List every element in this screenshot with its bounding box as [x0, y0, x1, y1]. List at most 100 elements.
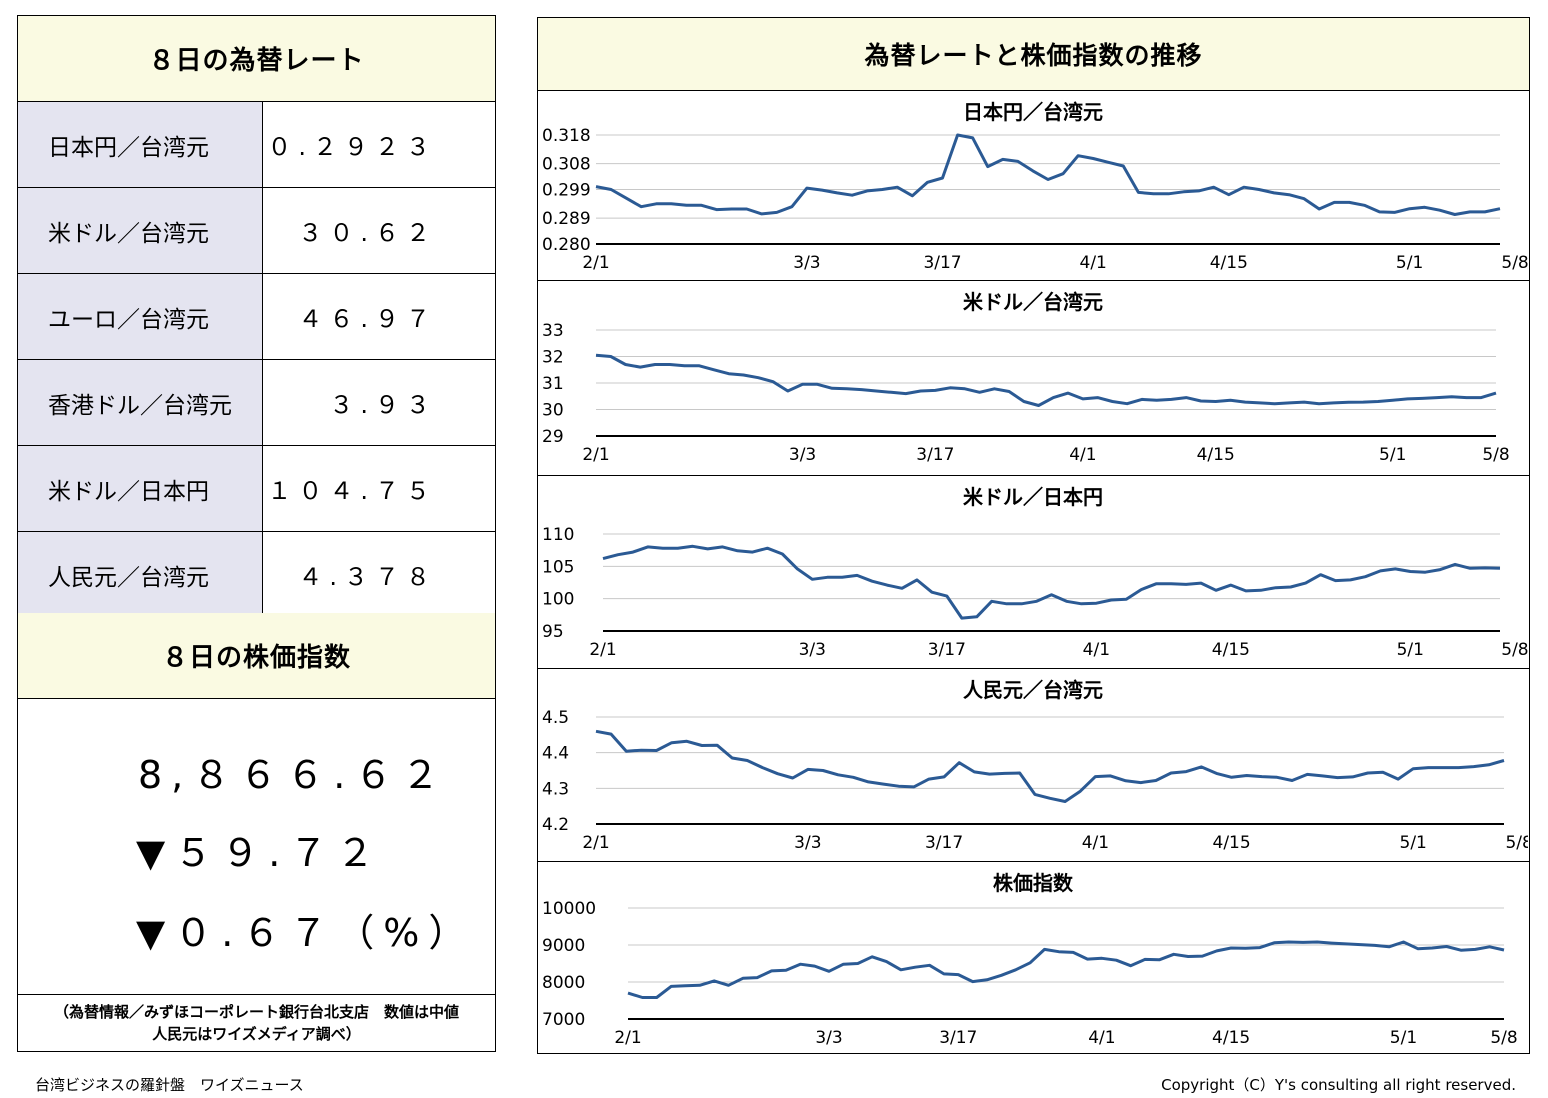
x-tick-label: 5/1	[1396, 253, 1423, 273]
y-tick-label: 105	[542, 557, 574, 577]
chart-svg: 人民元／台湾元 4.5 4.4 4.3 4.2 2/1 3/3 3/17 4/1 4/15 5/1 5…	[542, 678, 1528, 853]
rate-label: ユーロ／台湾元	[18, 273, 263, 360]
x-tick-label: 5/8	[1490, 1028, 1517, 1048]
rate-value: ０.２９２３	[262, 102, 495, 188]
stock-index-value: 8,８６６.６２	[138, 753, 449, 797]
x-tick-label: 2/1	[614, 1028, 641, 1048]
rate-value: ４.３７８	[262, 531, 495, 618]
charts-panel: 為替レートと株価指数の推移 日本円／台湾元 0.318 0.308 0.299 0.28…	[537, 17, 1530, 1054]
x-tick-label: 3/17	[939, 1028, 977, 1048]
chart-svg: 株価指数 10000 9000 8000 7000 2/1 3/3 3/17 4/1 4/15 5/…	[542, 871, 1518, 1048]
x-tick-label: 3/3	[799, 640, 826, 660]
rate-label: 日本円／台湾元	[18, 102, 263, 188]
series-line	[595, 729, 1505, 803]
x-tick-label: 4/15	[1197, 445, 1235, 465]
chart-title: 米ドル／台湾元	[963, 290, 1103, 314]
x-tick-label: 5/1	[1390, 1028, 1417, 1048]
rates-table: 日本円／台湾元 ０.２９２３ 米ドル／台湾元 ３０.６２ ユーロ／台湾元 ４６.…	[18, 102, 495, 618]
x-tick-label: 4/1	[1069, 445, 1096, 465]
x-tick-label: 2/1	[589, 640, 616, 660]
y-tick-label: 4.2	[542, 815, 569, 835]
footer-brand: 台湾ビジネスの羅針盤 ワイズニュース	[35, 1076, 304, 1094]
chart-svg: 米ドル／台湾元 33 32 31 30 29 2/1 3/3 3/17 4/1 4/15 5/1 5/8	[542, 290, 1510, 465]
y-tick-label: 4.4	[542, 744, 569, 764]
x-tick-label: 3/17	[925, 833, 963, 853]
chart-title: 人民元／台湾元	[963, 678, 1103, 702]
y-tick-label: 95	[542, 622, 564, 642]
stock-change-percent: ▼０.６７（%）	[136, 911, 476, 955]
y-tick-label: 4.3	[542, 779, 569, 799]
source-line-1: （為替情報／みずほコーポレート銀行台北支店 数値は中値	[53, 1003, 459, 1021]
y-tick-label: 7000	[542, 1010, 585, 1030]
x-tick-label: 5/1	[1379, 445, 1406, 465]
table-row: 香港ドル／台湾元 ３.９３	[18, 359, 495, 446]
y-tick-label: 100	[542, 590, 574, 610]
x-tick-label: 5/8	[1501, 640, 1528, 660]
series-line	[595, 133, 1501, 216]
table-row: 人民元／台湾元 ４.３７８	[18, 531, 495, 618]
chart-3: 米ドル／日本円 110 105 100 95 2/1 3/3 3/17 4/1 4/15 5/1 5/…	[538, 476, 1529, 669]
y-tick-label: 110	[542, 525, 574, 545]
x-tick-label: 4/1	[1088, 1028, 1115, 1048]
x-tick-label: 3/3	[789, 445, 816, 465]
x-tick-label: 3/3	[794, 833, 821, 853]
x-tick-label: 4/1	[1080, 253, 1107, 273]
x-tick-label: 5/1	[1397, 640, 1424, 660]
rate-value: ３０.６２	[262, 187, 495, 274]
x-tick-label: 5/8	[1501, 253, 1528, 273]
chart-svg: 米ドル／日本円 110 105 100 95 2/1 3/3 3/17 4/1 4/15 5/1 5/…	[542, 485, 1528, 660]
table-row: 日本円／台湾元 ０.２９２３	[18, 102, 495, 188]
rate-label: 米ドル／台湾元	[18, 187, 263, 274]
rate-value: ３.９３	[262, 359, 495, 446]
chart-1: 日本円／台湾元 0.318 0.308 0.299 0.289 0.280 2/1 3/3 3/…	[538, 91, 1529, 281]
rate-label: 米ドル／日本円	[18, 445, 263, 532]
rates-panel: ８日の為替レート 日本円／台湾元 ０.２９２３ 米ドル／台湾元 ３０.６２ ユー…	[17, 15, 496, 1052]
y-tick-label: 0.308	[542, 155, 591, 175]
x-tick-label: 4/1	[1083, 640, 1110, 660]
y-tick-label: 29	[542, 427, 564, 447]
x-tick-label: 3/17	[916, 445, 954, 465]
table-row: 米ドル／日本円 １０４.７５	[18, 445, 495, 532]
stock-title: ８日の株価指数	[18, 613, 495, 699]
x-tick-label: 3/17	[923, 253, 961, 273]
y-tick-label: 0.318	[542, 126, 591, 146]
y-tick-label: 31	[542, 374, 564, 394]
x-tick-label: 5/1	[1400, 833, 1427, 853]
source-note: （為替情報／みずほコーポレート銀行台北支店 数値は中値 人民元はワイズメディア調…	[18, 994, 495, 1051]
y-tick-label: 9000	[542, 936, 585, 956]
x-tick-label: 4/15	[1213, 833, 1251, 853]
rate-label: 香港ドル／台湾元	[18, 359, 263, 446]
chart-title: 米ドル／日本円	[963, 485, 1103, 509]
chart-4: 人民元／台湾元 4.5 4.4 4.3 4.2 2/1 3/3 3/17 4/1 4/15 5/1 5…	[538, 669, 1529, 862]
rate-label: 人民元／台湾元	[18, 531, 263, 618]
series-line	[602, 544, 1501, 620]
y-tick-label: 0.299	[542, 181, 591, 201]
x-tick-label: 2/1	[582, 445, 609, 465]
footer-copyright: Copyright（C）Y's consulting all right res…	[1161, 1076, 1516, 1094]
x-tick-label: 4/15	[1212, 640, 1250, 660]
y-tick-label: 33	[542, 321, 564, 341]
x-tick-label: 5/8	[1505, 833, 1528, 853]
chart-5: 株価指数 10000 9000 8000 7000 2/1 3/3 3/17 4/1 4/15 5/…	[538, 862, 1529, 1055]
y-tick-label: 0.289	[542, 209, 591, 229]
y-tick-label: 10000	[542, 899, 596, 919]
chart-title: 株価指数	[993, 871, 1074, 895]
y-tick-label: 0.280	[542, 235, 591, 255]
chart-2: 米ドル／台湾元 33 32 31 30 29 2/1 3/3 3/17 4/1 4/15 5/1 5/8	[538, 281, 1529, 476]
x-tick-label: 3/3	[815, 1028, 842, 1048]
y-tick-label: 4.5	[542, 708, 569, 728]
stock-change: ▼５９.７２	[136, 831, 384, 875]
x-tick-label: 3/17	[928, 640, 966, 660]
chart-title: 日本円／台湾元	[963, 100, 1103, 124]
series-line	[627, 940, 1505, 999]
y-tick-label: 32	[542, 348, 564, 368]
y-tick-label: 30	[542, 401, 564, 421]
x-tick-label: 2/1	[582, 833, 609, 853]
x-tick-label: 4/15	[1210, 253, 1248, 273]
charts-title: 為替レートと株価指数の推移	[538, 18, 1529, 91]
source-line-2: 人民元はワイズメディア調べ）	[152, 1025, 361, 1043]
x-tick-label: 3/3	[793, 253, 820, 273]
x-tick-label: 2/1	[582, 253, 609, 273]
rates-title: ８日の為替レート	[18, 16, 495, 102]
